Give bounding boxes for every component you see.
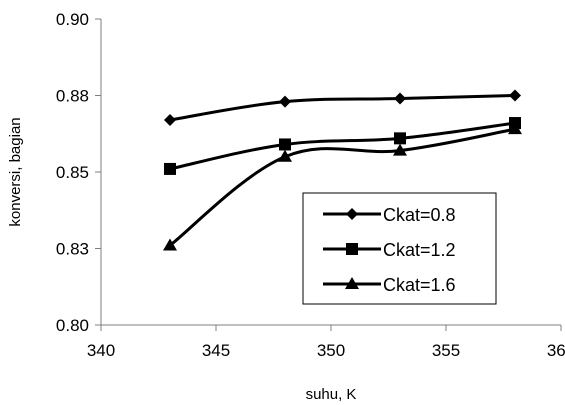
tick-labels: 0.80 0.83 0.85 0.88 0.90 340 345 350 355 360 <box>56 10 565 360</box>
x-tick-label: 350 <box>317 341 345 360</box>
series-square <box>164 117 521 175</box>
legend-item-square: Ckat=1.2 <box>323 240 456 260</box>
series-line-triangle <box>169 127 516 247</box>
data-point-diamond <box>164 113 176 126</box>
y-tick-label: 0.88 <box>56 87 89 106</box>
data-point-square <box>279 138 291 151</box>
data-point-diamond <box>509 89 521 102</box>
series-line-square <box>169 121 516 171</box>
y-tick-label: 0.83 <box>56 240 89 259</box>
x-tick-label: 360 <box>547 341 565 360</box>
series-group <box>163 89 522 251</box>
data-point-diamond <box>279 95 291 108</box>
x-axis-title: suhu, K <box>306 386 357 403</box>
y-tick-label: 0.85 <box>56 163 89 182</box>
legend-label: Ckat=0.8 <box>383 205 456 225</box>
series-triangle <box>163 122 522 251</box>
legend-item-triangle: Ckat=1.6 <box>323 275 456 295</box>
data-point-triangle <box>163 238 177 251</box>
x-tick-label: 345 <box>202 341 230 360</box>
data-point-triangle <box>278 149 292 162</box>
legend-label: Ckat=1.2 <box>383 240 456 260</box>
legend-item-diamond: Ckat=0.8 <box>323 205 456 225</box>
y-tick-label: 0.80 <box>56 316 89 335</box>
data-point-square <box>164 162 176 175</box>
legend-label: Ckat=1.6 <box>383 275 456 295</box>
data-point-triangle <box>393 143 407 156</box>
series-line-diamond <box>169 94 516 122</box>
legend: Ckat=0.8 Ckat=1.2 Ckat=1.6 <box>302 192 497 305</box>
x-tick-label: 355 <box>432 341 460 360</box>
y-axis-title: konversi, bagian <box>7 117 24 226</box>
y-tick-label: 0.90 <box>56 10 89 29</box>
legend-marker-triangle <box>345 277 359 289</box>
data-point-square <box>394 132 406 145</box>
axes <box>95 18 562 331</box>
series-diamond <box>164 89 521 126</box>
legend-marker-diamond <box>346 208 358 220</box>
data-point-diamond <box>394 92 406 105</box>
legend-marker-square <box>346 243 358 255</box>
x-tick-label: 340 <box>87 341 115 360</box>
data-point-triangle <box>508 122 522 135</box>
